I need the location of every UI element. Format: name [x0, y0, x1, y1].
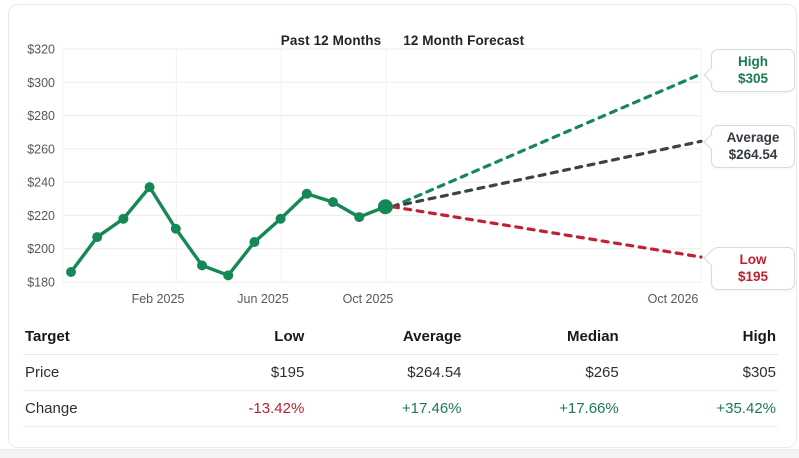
legend-12-month-forecast: 12 Month Forecast — [403, 33, 525, 48]
history-price-line — [69, 185, 388, 278]
y-tick-label: $300 — [27, 76, 55, 90]
low-target-callout: Low $195 — [703, 247, 795, 290]
data-point — [354, 212, 365, 223]
data-point — [301, 188, 312, 199]
forecast-line-average — [390, 139, 703, 209]
low-callout-value: $195 — [737, 269, 769, 284]
y-tick-label: $220 — [27, 209, 55, 223]
high-callout-label: High — [738, 54, 768, 69]
table-row-price: Price $195 $264.54 $265 $305 — [23, 354, 778, 391]
data-point — [328, 197, 338, 208]
header-median: Median — [463, 321, 621, 355]
price-row-label: Price — [23, 354, 150, 391]
data-point — [249, 237, 260, 248]
data-point — [197, 260, 207, 271]
low-callout-label: Low — [739, 252, 767, 267]
change-row-label: Change — [23, 390, 150, 427]
data-point — [144, 182, 155, 193]
average-callout-value: $264.54 — [728, 147, 778, 162]
table-header-row: Target Low Average Median High — [23, 321, 778, 355]
legend-past-12-months: Past 12 Months — [280, 33, 382, 48]
data-point — [66, 267, 76, 278]
data-point — [223, 270, 234, 281]
high-target-callout: High $305 — [703, 49, 795, 92]
average-callout-label: Average — [726, 130, 780, 145]
price-targets-table: Target Low Average Median High Price $19… — [23, 321, 778, 427]
data-point — [92, 232, 103, 243]
price-average: $264.54 — [306, 354, 464, 391]
y-tick-label: $200 — [27, 242, 55, 256]
x-tick-label: Oct 2026 — [648, 292, 699, 306]
header-high: High — [620, 321, 778, 355]
price-median: $265 — [463, 354, 621, 391]
data-point — [170, 223, 181, 234]
data-point — [275, 213, 286, 224]
price-forecast-chart: $320 $300 $280 $260 $240 $220 $200 $180 Feb 2025… — [27, 43, 703, 306]
x-tick-label: Feb 2025 — [132, 292, 185, 306]
y-tick-label: $240 — [27, 176, 55, 190]
change-low: -13.42% — [149, 390, 307, 427]
forecast-line-high — [390, 72, 703, 209]
data-point — [118, 213, 129, 224]
y-tick-label: $260 — [27, 142, 55, 156]
x-tick-label: Jun 2025 — [237, 292, 288, 306]
table-row-change: Change -13.42% +17.46% +17.66% +35.42% — [23, 390, 778, 427]
price-low: $195 — [149, 354, 307, 391]
price-high: $305 — [620, 354, 778, 391]
page-bottom-strip — [0, 449, 799, 458]
chart-legend: Past 12 Months 12 Month Forecast — [9, 33, 796, 48]
y-tick-label: $320 — [27, 43, 55, 57]
header-target: Target — [23, 321, 150, 355]
header-average: Average — [306, 321, 464, 355]
forecast-line-low — [390, 205, 703, 259]
change-average: +17.46% — [306, 390, 464, 427]
high-callout-value: $305 — [737, 71, 769, 86]
y-tick-label: $280 — [27, 109, 55, 123]
price-forecast-card: Past 12 Months 12 Month Forecast $320 $30… — [8, 4, 797, 448]
y-tick-label: $180 — [27, 276, 55, 290]
average-target-callout: Average $264.54 — [703, 125, 795, 168]
header-low: Low — [149, 321, 307, 355]
change-median: +17.66% — [463, 390, 621, 427]
change-high: +35.42% — [620, 390, 778, 427]
x-tick-label: Oct 2025 — [343, 292, 394, 306]
current-price-point — [377, 199, 393, 215]
